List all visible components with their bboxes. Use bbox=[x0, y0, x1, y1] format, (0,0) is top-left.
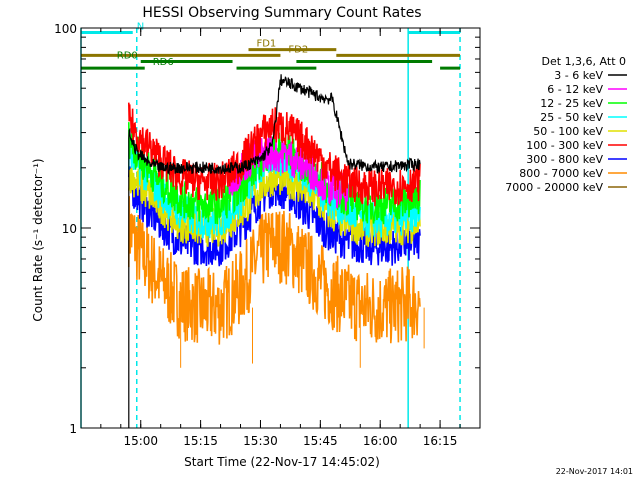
interval-label-n: N bbox=[137, 21, 144, 32]
y-tick-label-1: 10 bbox=[62, 222, 77, 236]
interval-label-fd1: FD1 bbox=[256, 39, 276, 50]
x-tick-label-1: 15:15 bbox=[183, 434, 218, 448]
legend-entry-label-1: 6 - 12 keV bbox=[547, 83, 603, 96]
x-tick-label-0: 15:00 bbox=[123, 434, 158, 448]
series-line-1 bbox=[128, 74, 421, 428]
interval-bars-layer: N FD1 FD2 RD0 RD6 bbox=[81, 21, 461, 70]
x-tick-label-3: 15:45 bbox=[303, 434, 338, 448]
y-axis-label: Count Rate (s⁻¹ detector⁻¹) bbox=[31, 158, 45, 321]
chart-title: HESSI Observing Summary Count Rates bbox=[142, 5, 421, 21]
legend-entry-label-5: 100 - 300 keV bbox=[526, 139, 603, 152]
interval-label-fd2: FD2 bbox=[288, 44, 308, 55]
x-tick-label-2: 15:30 bbox=[243, 434, 278, 448]
x-tick-label-5: 16:15 bbox=[423, 434, 458, 448]
legend-entry-label-0: 3 - 6 keV bbox=[554, 69, 603, 82]
legend-entry-label-4: 50 - 100 keV bbox=[533, 125, 603, 138]
x-axis-label: Start Time (22-Nov-17 14:45:02) bbox=[184, 455, 380, 469]
legend-header: Det 1,3,6, Att 0 bbox=[542, 55, 626, 68]
y-tick-label-2: 100 bbox=[54, 22, 77, 36]
legend-entry-label-2: 12 - 25 keV bbox=[540, 97, 603, 110]
legend-entry-label-7: 800 - 7000 keV bbox=[519, 167, 603, 180]
x-tick-label-4: 16:00 bbox=[363, 434, 398, 448]
legend-entry-label-8: 7000 - 20000 keV bbox=[505, 181, 603, 194]
interval-label-rd6: RD6 bbox=[153, 57, 174, 68]
footer-date: 22-Nov-2017 14:01 bbox=[556, 467, 633, 476]
legend-entry-label-3: 25 - 50 keV bbox=[540, 111, 603, 124]
interval-label-rd0: RD0 bbox=[117, 50, 138, 61]
series-layer bbox=[128, 74, 425, 428]
axes-layer: 15:00 15:15 15:30 15:45 16:00 16:15 1 10 100 bbox=[54, 22, 481, 448]
legend-entry-label-6: 300 - 800 keV bbox=[526, 153, 603, 166]
series-line-8 bbox=[128, 196, 421, 345]
y-tick-label-0: 1 bbox=[69, 422, 77, 436]
